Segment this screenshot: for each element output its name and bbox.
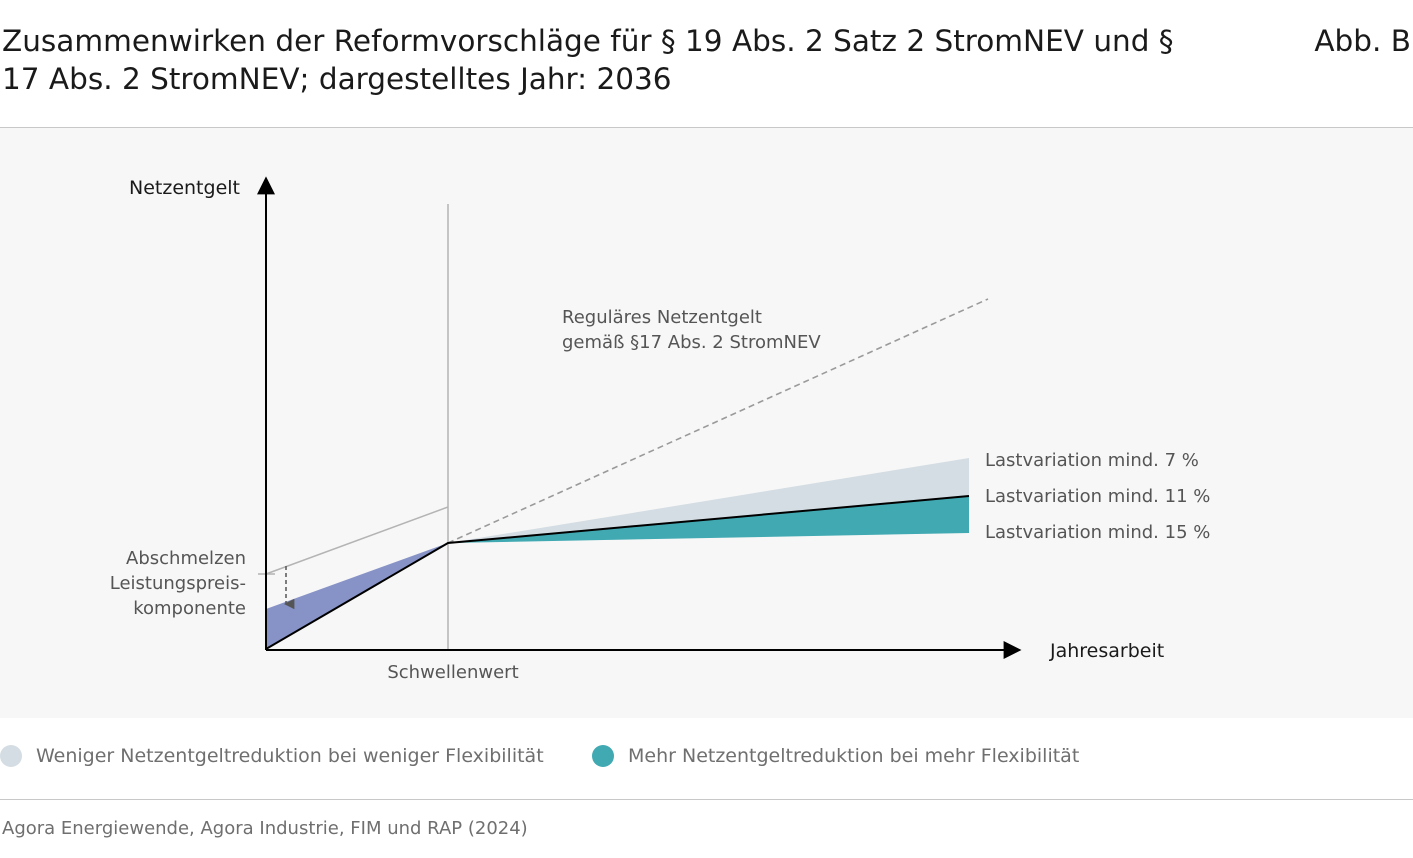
legend-item-more-flexibility: Mehr Netzentgeltreduktion bei mehr Flexi… bbox=[592, 745, 1079, 767]
legend-item-less-flexibility: Weniger Netzentgeltreduktion bei weniger… bbox=[0, 745, 544, 767]
legend: Weniger Netzentgeltreduktion bei weniger… bbox=[0, 745, 1413, 775]
regular-fee-label-line2: gemäß §17 Abs. 2 StromNEV bbox=[562, 332, 821, 353]
threshold-label: Schwellenwert bbox=[387, 662, 518, 683]
bottom-divider bbox=[0, 799, 1413, 800]
load-variation-11-label: Lastvariation mind. 11 % bbox=[985, 486, 1210, 507]
top-divider bbox=[0, 127, 1413, 128]
x-axis-label: Jahresarbeit bbox=[1049, 640, 1164, 662]
figure-label: Abb. B bbox=[1314, 24, 1411, 58]
y-axis-label: Netzentgelt bbox=[129, 177, 240, 199]
fee-line bbox=[265, 495, 970, 650]
legend-label-less-flexibility: Weniger Netzentgeltreduktion bei weniger… bbox=[36, 745, 544, 767]
source-note: Agora Energiewende, Agora Industrie, FIM… bbox=[2, 818, 528, 839]
legend-label-more-flexibility: Mehr Netzentgeltreduktion bei mehr Flexi… bbox=[628, 745, 1080, 767]
load-variation-15-label: Lastvariation mind. 15 % bbox=[985, 522, 1210, 543]
load-variation-7-label: Lastvariation mind. 7 % bbox=[985, 450, 1199, 471]
regular-fee-label-line1: Reguläres Netzentgelt bbox=[562, 307, 762, 328]
legend-swatch-less-flexibility bbox=[0, 745, 22, 767]
figure-title: Zusammenwirken der Reformvorschläge für … bbox=[2, 24, 1174, 96]
legend-swatch-more-flexibility bbox=[592, 745, 614, 767]
phaseout-label-line3: komponente bbox=[133, 598, 246, 619]
regular-fee-dashed-line bbox=[447, 298, 989, 544]
diagram-panel bbox=[0, 128, 1413, 718]
less-flexibility-area bbox=[448, 458, 969, 543]
original-fee-line bbox=[265, 506, 449, 575]
phaseout-label-line1: Abschmelzen bbox=[126, 548, 246, 569]
phaseout-label-line2: Leistungspreis- bbox=[110, 573, 246, 594]
